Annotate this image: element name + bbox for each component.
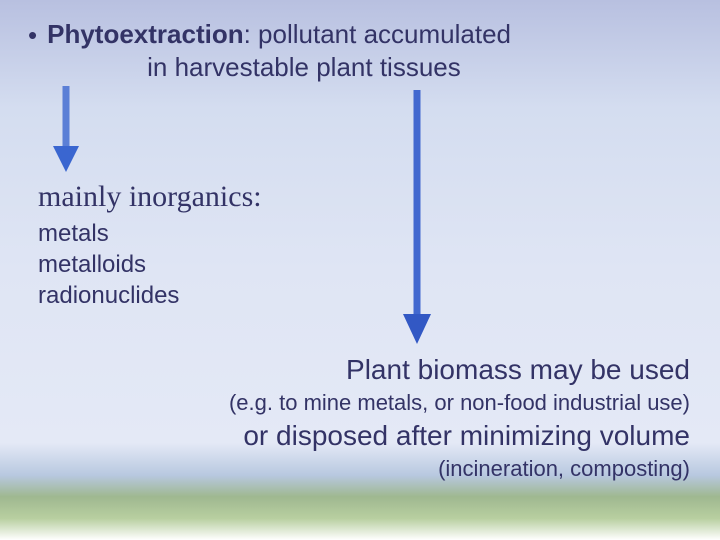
title-rest-1: : pollutant accumulated — [244, 19, 511, 49]
inorganics-item: radionuclides — [38, 280, 262, 311]
term-phytoextraction: Phytoextraction — [47, 19, 244, 49]
title-line-2: in harvestable plant tissues — [47, 51, 511, 84]
arrow-left-icon — [52, 86, 80, 172]
biomass-line-4: (incineration, composting) — [229, 454, 690, 484]
inorganics-block: mainly inorganics: metals metalloids rad… — [38, 180, 262, 312]
title-block: • Phytoextraction: pollutant accumulated… — [28, 18, 692, 83]
title-text: Phytoextraction: pollutant accumulated i… — [47, 18, 511, 83]
inorganics-item: metalloids — [38, 249, 262, 280]
inorganics-heading: mainly inorganics: — [38, 180, 262, 214]
inorganics-item: metals — [38, 218, 262, 249]
bullet-icon: • — [28, 18, 37, 51]
biomass-line-1: Plant biomass may be used — [229, 352, 690, 388]
arrow-right-icon — [402, 90, 432, 344]
biomass-block: Plant biomass may be used (e.g. to mine … — [229, 352, 690, 484]
biomass-line-2: (e.g. to mine metals, or non-food indust… — [229, 388, 690, 418]
slide-content: • Phytoextraction: pollutant accumulated… — [0, 0, 720, 540]
title-line-1: Phytoextraction: pollutant accumulated — [47, 18, 511, 51]
biomass-line-3: or disposed after minimizing volume — [229, 418, 690, 454]
